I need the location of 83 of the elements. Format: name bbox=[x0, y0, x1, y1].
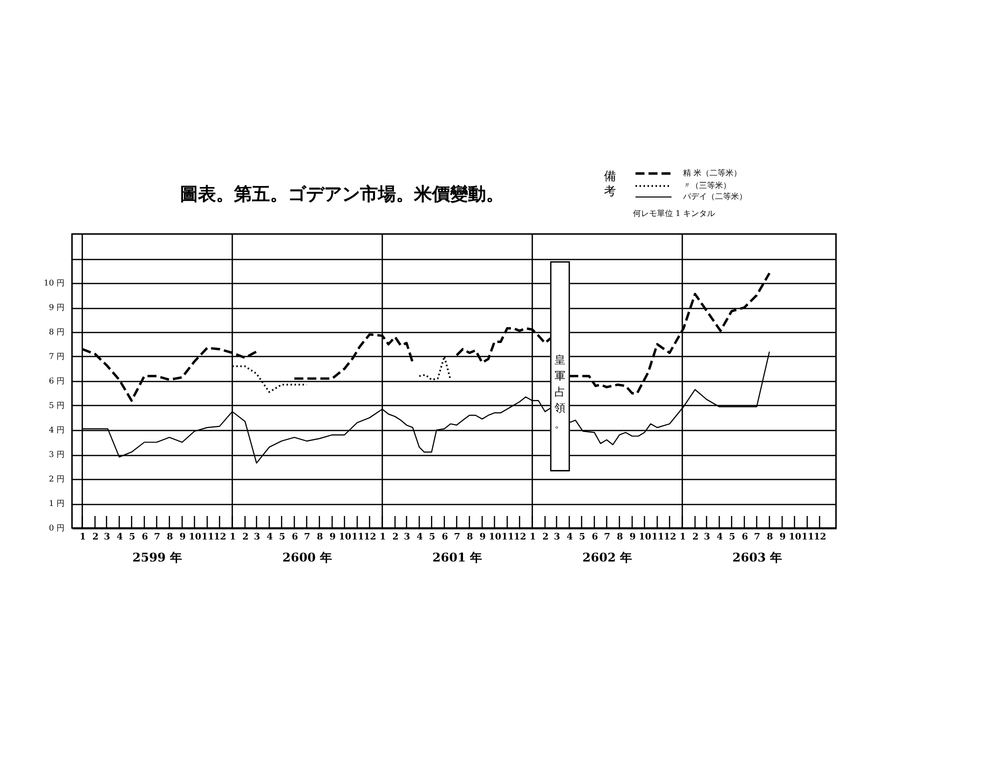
x-tick-label: 1 bbox=[380, 532, 386, 542]
x-tick-label: 9 bbox=[480, 532, 486, 542]
x-tick-label: 3 bbox=[704, 532, 710, 542]
band-label: 皇軍占領。 bbox=[554, 353, 566, 430]
x-tick-label: 1 bbox=[80, 532, 86, 542]
x-tick-label: 5 bbox=[728, 532, 736, 542]
x-tick-label: 9 bbox=[180, 532, 186, 542]
chart-title: 圖表。第五。ゴデアン市場。米價變動。 bbox=[180, 184, 504, 205]
x-tick-label: 2 bbox=[692, 532, 699, 542]
x-tick-label: 10 bbox=[488, 532, 502, 542]
legend-label: パデイ（二等米） bbox=[682, 192, 747, 201]
y-tick-label: 0 円 bbox=[48, 524, 64, 532]
x2-tick-label: 2602 年 bbox=[582, 550, 632, 564]
x2-tick-label: 2601 年 bbox=[432, 550, 482, 564]
x-tick-label: 7 bbox=[604, 532, 610, 542]
x-tick-label: 7 bbox=[454, 532, 460, 542]
x-tick-label: 10 bbox=[638, 532, 652, 542]
x-tick-label: 3 bbox=[254, 532, 260, 542]
x-tick-label: 11 bbox=[801, 532, 814, 542]
x-tick-label: 5 bbox=[428, 532, 436, 542]
x-tick-label: 9 bbox=[330, 532, 336, 542]
x-tick-label: 12 bbox=[664, 532, 676, 542]
y-tick-label: 9 円 bbox=[48, 303, 64, 312]
x-tick-label: 11 bbox=[201, 532, 214, 542]
y-tick-label: 7 円 bbox=[48, 352, 64, 361]
x-tick-label: 10 bbox=[788, 532, 802, 542]
x-tick-label: 6 bbox=[292, 532, 298, 542]
y-tick-label: 8 円 bbox=[48, 328, 64, 336]
x-tick-label: 2 bbox=[242, 532, 249, 542]
x2-tick-label: 2603 年 bbox=[732, 550, 782, 564]
x-tick-label: 6 bbox=[142, 532, 148, 542]
x-tick-label: 7 bbox=[304, 532, 310, 542]
legend-title: 備考 bbox=[604, 169, 616, 198]
x-tick-label: 2 bbox=[92, 532, 99, 542]
y-tick-label: 1 円 bbox=[48, 499, 64, 508]
x-tick-label: 1 bbox=[230, 532, 236, 542]
x-tick-label: 4 bbox=[266, 532, 273, 542]
x-tick-label: 6 bbox=[592, 532, 598, 542]
x-tick-label: 2 bbox=[392, 532, 399, 542]
x-tick-label: 9 bbox=[780, 532, 786, 542]
x-tick-label: 12 bbox=[814, 532, 826, 542]
x-tick-label: 11 bbox=[651, 532, 664, 542]
y-tick-label: 3 円 bbox=[48, 450, 64, 459]
x-tick-label: 6 bbox=[442, 532, 448, 542]
text: 何レモ單位 1 キンタル bbox=[633, 209, 716, 218]
legend-label: 精 米（二等米） bbox=[683, 168, 742, 178]
x-tick-label: 6 bbox=[742, 532, 748, 542]
legend-label: 〃（三等米） bbox=[683, 181, 731, 190]
x-tick-label: 8 bbox=[466, 532, 474, 542]
x-tick-label: 12 bbox=[364, 532, 376, 542]
x-tick-label: 8 bbox=[316, 532, 324, 542]
y-tick-label: 6 円 bbox=[48, 376, 64, 386]
x-tick-label: 2 bbox=[542, 532, 549, 542]
x2-tick-label: 2600 年 bbox=[282, 550, 332, 564]
x-tick-label: 10 bbox=[338, 532, 352, 542]
x-tick-label: 9 bbox=[630, 532, 636, 542]
x-tick-label: 5 bbox=[128, 532, 136, 542]
x-tick-label: 12 bbox=[514, 532, 526, 542]
x-tick-label: 12 bbox=[214, 532, 226, 542]
x-tick-label: 7 bbox=[154, 532, 160, 542]
x-tick-label: 5 bbox=[278, 532, 286, 542]
x-tick-label: 1 bbox=[680, 532, 686, 542]
x-tick-label: 3 bbox=[104, 532, 110, 542]
x-tick-label: 4 bbox=[566, 532, 573, 542]
y-tick-label: 10 円 bbox=[44, 278, 64, 288]
x-tick-label: 3 bbox=[404, 532, 410, 542]
x-tick-label: 4 bbox=[716, 532, 723, 542]
x-tick-label: 4 bbox=[116, 532, 123, 542]
x2-tick-label: 2599 年 bbox=[132, 550, 182, 564]
y-tick-label: 4 円 bbox=[48, 426, 64, 434]
x-tick-label: 8 bbox=[166, 532, 174, 542]
x-tick-label: 5 bbox=[578, 532, 586, 542]
x-tick-label: 7 bbox=[754, 532, 760, 542]
x-tick-label: 11 bbox=[351, 532, 364, 542]
y-tick-label: 2 円 bbox=[48, 474, 64, 484]
x-tick-label: 1 bbox=[530, 532, 536, 542]
x-tick-label: 10 bbox=[188, 532, 202, 542]
x-tick-label: 8 bbox=[616, 532, 624, 542]
x-tick-label: 8 bbox=[766, 532, 774, 542]
x-tick-label: 3 bbox=[554, 532, 560, 542]
x-tick-label: 11 bbox=[501, 532, 514, 542]
x-tick-label: 4 bbox=[416, 532, 423, 542]
y-tick-label: 5 円 bbox=[48, 401, 64, 410]
